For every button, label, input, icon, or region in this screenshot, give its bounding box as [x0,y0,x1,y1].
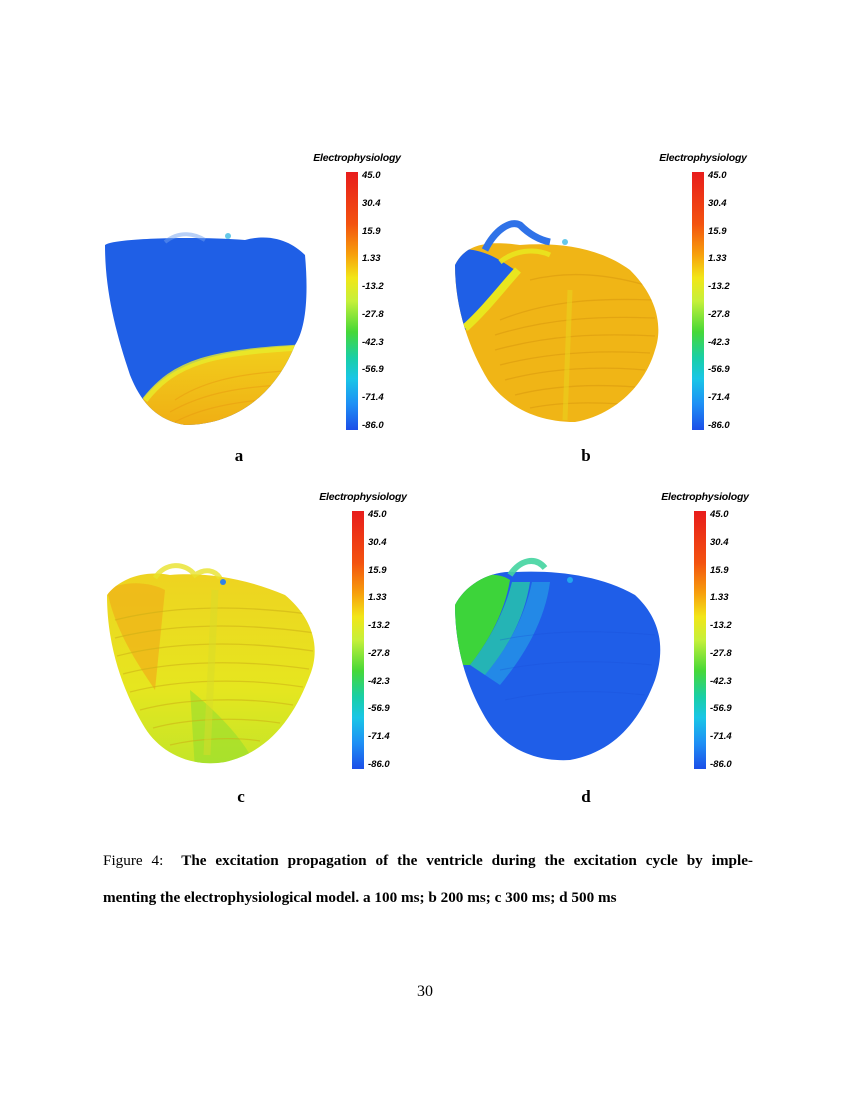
tick-label: -13.2 [362,281,384,293]
panel-label-b: b [581,446,591,465]
colorbar-legend-d: Electrophysiology 45.0 30.4 15.9 1.33 -13.2 -… [650,491,760,781]
tick-label: 1.33 [710,592,729,604]
heart-model-a [105,232,307,425]
tick-label: -86.0 [708,420,730,431]
legend-title: Electrophysiology [659,152,747,164]
heart-model-b [455,220,659,422]
legend-title: Electrophysiology [319,491,407,503]
tick-label: -56.9 [708,364,730,376]
tick-label: 15.9 [708,225,727,237]
colorbar [346,172,358,430]
tick-label: -42.3 [362,336,384,348]
tick-label: -56.9 [710,703,732,715]
tick-label: 15.9 [362,225,381,237]
colorbar [352,511,364,769]
tick-label: -13.2 [368,620,390,632]
tick-label: -56.9 [368,703,390,715]
tick-label: -71.4 [362,392,384,404]
tick-label: -56.9 [362,364,384,376]
caption-line-2: menting the electrophysiological model. … [103,879,753,916]
tick-label: -86.0 [362,420,384,431]
tick-label: -13.2 [710,620,732,632]
colorbar-legend-a: Electrophysiology 45.0 30.4 15.9 1.33 -13.2 -… [302,152,412,442]
legend-title: Electrophysiology [661,491,749,503]
caption-text-2: menting the electrophysiological model. … [103,889,617,906]
tick-label: -86.0 [710,759,732,770]
tick-label: 30.4 [710,536,729,548]
figure-panel-c: c [95,490,425,820]
tick-label: 45.0 [710,509,729,520]
tick-label: 1.33 [368,592,387,604]
tick-label: -86.0 [368,759,390,770]
figure-caption: Figure 4: The excitation propagation of … [103,842,753,916]
tick-label: 15.9 [710,564,729,576]
caption-text-1: The excitation propagation of the ventri… [181,852,753,869]
colorbar-legend-b: Electrophysiology 45.0 30.4 15.9 1.33 -13.2 -… [648,152,758,442]
tick-label: 45.0 [368,509,387,520]
caption-prefix: Figure 4: [103,852,164,869]
figure-panel-a: a [95,150,425,480]
tick-label: -42.3 [708,336,730,348]
colorbar [692,172,704,430]
tick-label: -27.8 [708,308,730,320]
heart-model-d [455,557,661,761]
tick-label: -27.8 [362,308,384,320]
tick-label: -27.8 [368,647,390,659]
tick-label: 30.4 [708,197,727,209]
panel-label-a: a [234,446,244,465]
tick-label: 45.0 [708,170,727,181]
tick-label: -71.4 [710,731,732,743]
panel-label-d: d [581,787,591,806]
tick-label: -13.2 [708,281,730,293]
colorbar [694,511,706,769]
tick-label: -71.4 [708,392,730,404]
heart-model-c [107,563,315,764]
page-number: 30 [417,983,433,1000]
legend-title: Electrophysiology [313,152,401,164]
figure-panel-b: b [440,150,770,480]
tick-label: 30.4 [368,536,387,548]
caption-line-1: Figure 4: The excitation propagation of … [103,842,753,879]
tick-label: -42.3 [368,675,390,687]
colorbar-legend-c: Electrophysiology 45.0 30.4 15.9 1.33 -13.2 -… [308,491,418,781]
tick-label: 15.9 [368,564,387,576]
tick-label: 45.0 [362,170,381,181]
panel-label-c: c [237,787,245,806]
tick-label: 30.4 [362,197,381,209]
tick-label: -71.4 [368,731,390,743]
tick-label: -42.3 [710,675,732,687]
figure-panel-d: d [440,490,770,820]
tick-label: -27.8 [710,647,732,659]
tick-label: 1.33 [708,253,727,265]
tick-label: 1.33 [362,253,381,265]
